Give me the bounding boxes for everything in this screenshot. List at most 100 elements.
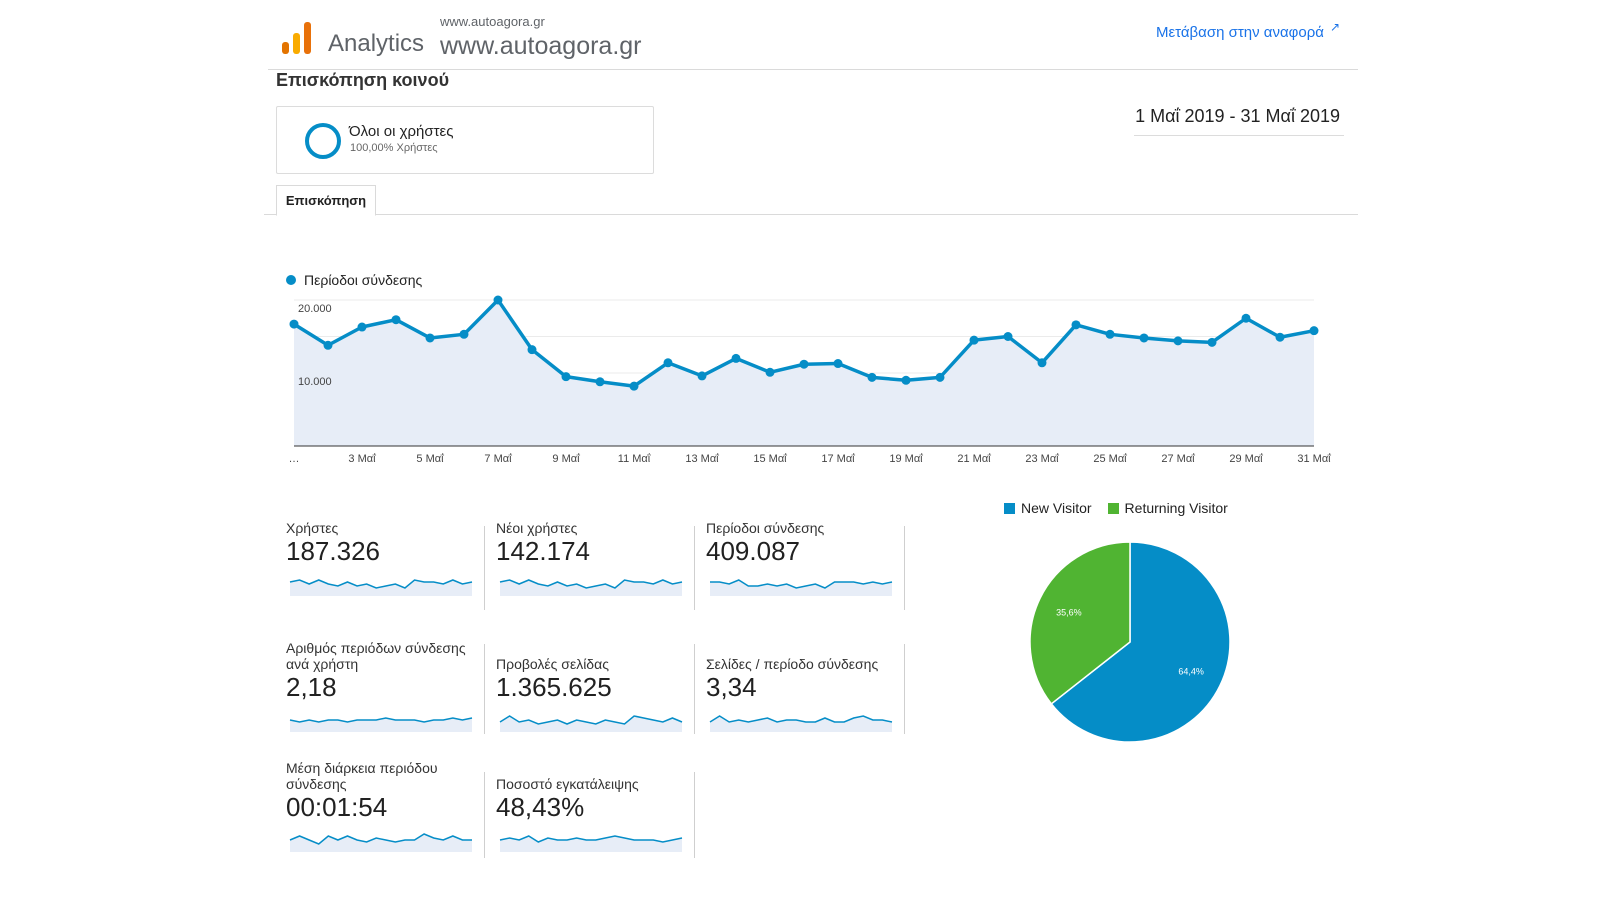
data-point[interactable] <box>867 372 877 382</box>
metric-divider <box>694 644 695 734</box>
metric-card[interactable]: Αριθμός περιόδων σύνδεσης ανά χρήστη 2,18 <box>286 640 486 750</box>
data-point[interactable] <box>391 315 401 325</box>
x-tick-label: 27 Μαΐ <box>1161 453 1195 465</box>
sparkline-area <box>290 834 472 852</box>
go-to-report-link[interactable]: Μετάβαση στην αναφορά ↗ <box>1155 20 1340 42</box>
legend-label-new-visitor: New Visitor <box>1021 500 1092 516</box>
metric-card[interactable]: Σελίδες / περίοδο σύνδεσης 3,34 <box>706 640 906 750</box>
metric-sparkline <box>499 579 683 596</box>
sparkline-area <box>710 580 892 596</box>
sparkline-line <box>289 833 472 845</box>
metric-sparkline <box>499 835 683 852</box>
metric-card[interactable]: Προβολές σελίδας 1.365.625 <box>496 640 696 750</box>
metric-value: 1.365.625 <box>496 672 612 702</box>
data-point[interactable] <box>527 345 537 355</box>
metric-value: 2,18 <box>286 672 337 702</box>
legend-item-returning-visitor[interactable]: Returning Visitor <box>1107 500 1228 516</box>
data-point[interactable] <box>1139 333 1149 343</box>
data-point[interactable] <box>663 358 673 368</box>
data-point[interactable] <box>1207 337 1217 347</box>
x-tick-label: 31 Μαΐ <box>1297 453 1331 465</box>
data-point[interactable] <box>561 372 571 382</box>
data-point[interactable] <box>935 372 945 382</box>
segment-selector[interactable]: Όλοι οι χρήστες 100,00% Χρήστες <box>276 106 654 174</box>
line-chart-legend[interactable]: Περίοδοι σύνδεσης <box>286 272 422 288</box>
y-tick-label: 10.000 <box>298 376 332 388</box>
data-point[interactable] <box>969 335 979 345</box>
sparkline-area <box>290 580 472 596</box>
metric-sparkline <box>499 715 683 732</box>
analytics-logo-icon[interactable] <box>280 20 314 56</box>
metric-card[interactable]: Ποσοστό εγκατάλειψης 48,43% <box>496 760 696 870</box>
x-tick-label: … <box>289 453 300 465</box>
tab-divider <box>264 214 1358 215</box>
data-point[interactable] <box>1003 332 1013 341</box>
data-point[interactable] <box>595 377 605 387</box>
go-to-report-label: Μετάβαση στην αναφορά <box>1155 24 1324 41</box>
data-point[interactable] <box>459 329 469 339</box>
data-point[interactable] <box>425 333 435 343</box>
sparkline-area <box>500 580 682 596</box>
brand-name: Analytics <box>328 30 425 57</box>
data-point[interactable] <box>1241 313 1251 323</box>
metric-label: Νέοι χρήστες <box>496 520 578 536</box>
data-point[interactable] <box>833 359 843 369</box>
data-point[interactable] <box>731 353 741 363</box>
metric-divider <box>904 644 905 734</box>
segment-name: Όλοι οι χρήστες <box>349 123 454 140</box>
data-point[interactable] <box>493 295 503 305</box>
data-point[interactable] <box>323 340 333 350</box>
data-point[interactable] <box>1309 326 1319 336</box>
metric-label: Αριθμός περιόδων σύνδεσης ανά χρήστη <box>286 640 466 672</box>
sessions-line-chart: 20.000 10.000 … 3 Μαΐ 5 Μαΐ 7 Μαΐ 9 Μαΐ 11 Μαΐ 1… <box>289 295 1331 465</box>
data-point[interactable] <box>1105 329 1115 339</box>
x-tick-label: 9 Μαΐ <box>552 453 580 465</box>
metric-value: 3,34 <box>706 672 757 702</box>
property-name[interactable]: www.autoagora.gr <box>440 32 642 60</box>
legend-swatch-returning-visitor <box>1107 502 1119 514</box>
metric-card[interactable]: Περίοδοι σύνδεσης 409.087 <box>706 520 906 630</box>
legend-item-new-visitor[interactable]: New Visitor <box>1004 500 1092 516</box>
metric-divider <box>484 644 485 734</box>
metric-value: 48,43% <box>496 792 585 822</box>
data-point[interactable] <box>799 359 809 369</box>
pie-slice-returning-visitor[interactable] <box>1029 541 1131 705</box>
x-tick-label: 3 Μαΐ <box>348 453 376 465</box>
legend-swatch-new-visitor <box>1004 502 1015 514</box>
y-tick-label: 20.000 <box>298 303 332 315</box>
x-tick-label: 29 Μαΐ <box>1229 453 1263 465</box>
sparkline-line <box>499 835 683 843</box>
metric-label: Προβολές σελίδας <box>496 656 609 672</box>
sparkline-line <box>499 579 683 589</box>
sparkline-line <box>709 715 893 723</box>
metric-value: 187.326 <box>286 536 380 566</box>
sparkline-area <box>290 718 472 732</box>
data-point[interactable] <box>1037 358 1047 368</box>
date-range-picker[interactable]: 1 Μαΐ 2019 - 31 Μαΐ 2019 <box>1134 106 1344 136</box>
metric-divider <box>484 526 485 610</box>
data-point[interactable] <box>1173 336 1183 346</box>
metric-card[interactable]: Νέοι χρήστες 142.174 <box>496 520 696 630</box>
data-point[interactable] <box>901 375 911 385</box>
property-account: www.autoagora.gr <box>440 14 545 29</box>
pie-slice-new-visitor[interactable] <box>1050 541 1231 743</box>
data-point[interactable] <box>697 371 707 381</box>
data-point[interactable] <box>629 381 639 391</box>
metric-card[interactable]: Χρήστες 187.326 <box>286 520 486 630</box>
metric-card[interactable]: Μέση διάρκεια περιόδου σύνδεσης 00:01:54 <box>286 760 486 870</box>
metric-divider <box>484 772 485 858</box>
tab-overview[interactable]: Επισκόπηση <box>276 185 376 216</box>
metric-label: Χρήστες <box>286 520 339 536</box>
legend-label-sessions: Περίοδοι σύνδεσης <box>304 272 423 288</box>
data-point[interactable] <box>1275 332 1285 342</box>
x-tick-label: 11 Μαΐ <box>618 453 651 465</box>
data-point[interactable] <box>765 367 775 377</box>
metric-label: Περίοδοι σύνδεσης <box>706 520 825 536</box>
data-point[interactable] <box>357 322 367 332</box>
sparkline-line <box>289 579 473 589</box>
metric-label: Ποσοστό εγκατάλειψης <box>496 776 639 792</box>
pie-slice-label: 64,4% <box>1178 667 1204 677</box>
legend-dot-sessions <box>286 275 296 285</box>
data-point[interactable] <box>1071 320 1081 330</box>
data-point[interactable] <box>289 319 299 329</box>
